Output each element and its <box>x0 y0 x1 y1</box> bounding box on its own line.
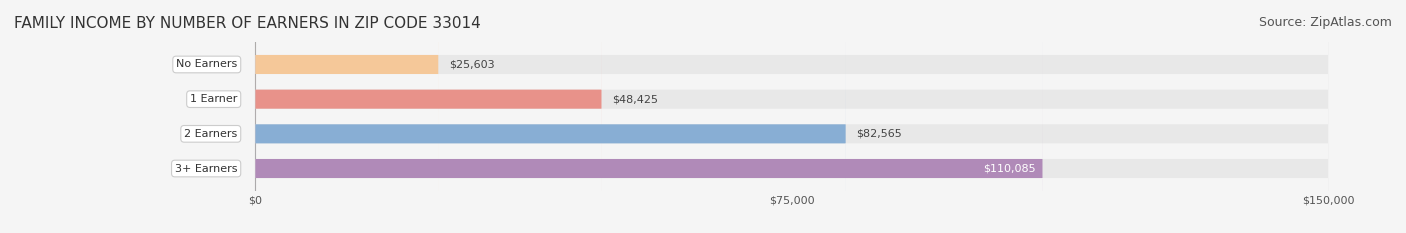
Text: $25,603: $25,603 <box>449 59 495 69</box>
Text: $48,425: $48,425 <box>613 94 658 104</box>
FancyBboxPatch shape <box>256 0 1329 233</box>
FancyBboxPatch shape <box>256 0 1043 233</box>
FancyBboxPatch shape <box>256 0 1329 233</box>
Text: 1 Earner: 1 Earner <box>190 94 238 104</box>
Text: $110,085: $110,085 <box>983 164 1035 174</box>
Text: FAMILY INCOME BY NUMBER OF EARNERS IN ZIP CODE 33014: FAMILY INCOME BY NUMBER OF EARNERS IN ZI… <box>14 16 481 31</box>
FancyBboxPatch shape <box>256 0 846 233</box>
Text: Source: ZipAtlas.com: Source: ZipAtlas.com <box>1258 16 1392 29</box>
Text: No Earners: No Earners <box>176 59 238 69</box>
FancyBboxPatch shape <box>256 0 1329 233</box>
FancyBboxPatch shape <box>256 0 439 233</box>
FancyBboxPatch shape <box>256 0 602 233</box>
Text: 2 Earners: 2 Earners <box>184 129 238 139</box>
FancyBboxPatch shape <box>256 0 1329 233</box>
Text: $82,565: $82,565 <box>856 129 903 139</box>
Text: 3+ Earners: 3+ Earners <box>174 164 238 174</box>
